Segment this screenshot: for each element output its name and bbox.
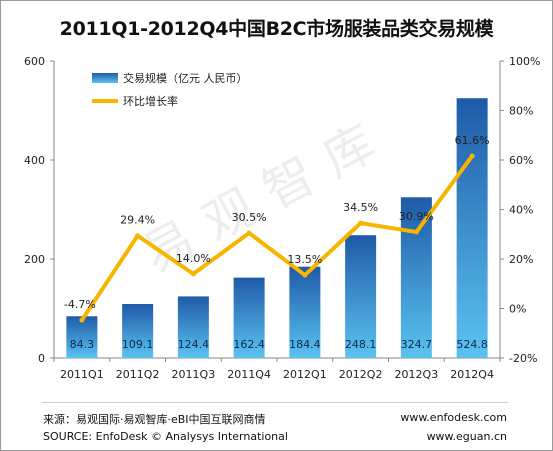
y-right-tick-label: 40% (509, 204, 533, 217)
growth-rate-point (79, 317, 85, 323)
growth-rate-label: 61.6% (455, 134, 490, 147)
x-tick-label: 2012Q2 (339, 368, 383, 381)
bar-value-label: 124.4 (178, 338, 210, 351)
growth-rate-label: 30.9% (399, 210, 434, 223)
bar-value-label: 184.4 (289, 338, 321, 351)
y-right-tick-label: 0% (509, 303, 526, 316)
footer-url-eguan: www.eguan.cn (426, 430, 507, 443)
bar (233, 277, 265, 358)
bar-value-label: 524.8 (456, 338, 488, 351)
growth-rate-point (190, 271, 196, 277)
legend-bar-label: 交易规模（亿元 人民币） (123, 71, 248, 85)
footer-divider (42, 402, 508, 403)
y-right-tick-label: 100% (509, 55, 540, 68)
bar (456, 98, 488, 358)
growth-rate-point (135, 233, 141, 239)
bar (122, 303, 154, 358)
growth-rate-label: 29.4% (120, 214, 155, 227)
footer-url-enfodesk: www.enfodesk.com (400, 411, 507, 424)
y-right-tick-label: 20% (509, 253, 533, 266)
bar-value-label: 248.1 (345, 338, 377, 351)
x-tick-label: 2012Q1 (283, 368, 327, 381)
legend-line-label: 环比增长率 (123, 94, 178, 108)
x-tick-label: 2011Q2 (116, 368, 160, 381)
bar-value-label: 162.4 (233, 338, 265, 351)
footer-source-cn: 来源：易观国际·易观智库·eBI中国互联网商情 (43, 413, 266, 426)
growth-rate-point (358, 220, 364, 226)
footer-source-en: SOURCE: EnfoDesk © Analysys Internationa… (43, 430, 288, 443)
bar-value-label: 84.3 (70, 338, 95, 351)
x-tick-label: 2012Q3 (395, 368, 439, 381)
y-right-tick-label: 80% (509, 105, 533, 118)
y-left-tick-label: 0 (38, 352, 45, 365)
growth-rate-label: -4.7% (64, 298, 96, 311)
y-right-tick-label: 60% (509, 154, 533, 167)
x-tick-label: 2011Q1 (60, 368, 104, 381)
bar-value-label: 324.7 (401, 338, 433, 351)
x-tick-label: 2011Q3 (172, 368, 216, 381)
growth-rate-label: 30.5% (232, 211, 267, 224)
growth-rate-label: 14.0% (176, 252, 211, 265)
growth-rate-point (246, 230, 252, 236)
y-left-tick-label: 400 (24, 154, 45, 167)
growth-rate-point (469, 153, 475, 159)
bar (177, 296, 209, 358)
growth-rate-label: 34.5% (343, 201, 378, 214)
x-tick-label: 2011Q4 (227, 368, 271, 381)
growth-rate-point (302, 272, 308, 278)
y-left-tick-label: 200 (24, 253, 45, 266)
y-left-tick-label: 600 (24, 55, 45, 68)
bar (289, 266, 321, 358)
growth-rate-point (413, 229, 419, 235)
x-tick-label: 2012Q4 (450, 368, 494, 381)
bar (400, 197, 432, 358)
chart-title: 2011Q1-2012Q4中国B2C市场服装品类交易规模 (59, 18, 494, 40)
legend-bar-swatch (92, 73, 118, 83)
bar-value-label: 109.1 (122, 338, 154, 351)
growth-rate-line (79, 154, 475, 323)
bar (66, 316, 98, 358)
bar (345, 235, 377, 358)
growth-rate-label: 13.5% (287, 253, 322, 266)
y-right-tick-label: -20% (509, 352, 537, 365)
